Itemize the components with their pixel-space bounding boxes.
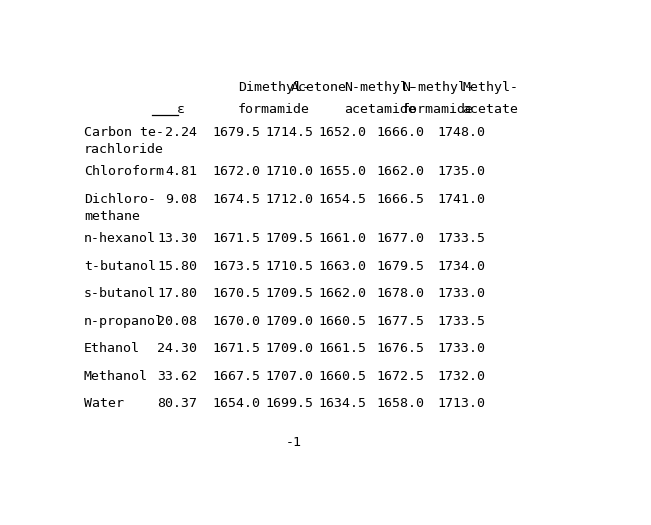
Text: 1733.5: 1733.5	[437, 233, 485, 245]
Text: 24.30: 24.30	[158, 342, 197, 355]
Text: 1667.5: 1667.5	[212, 370, 260, 383]
Text: 1666.0: 1666.0	[376, 125, 424, 139]
Text: 1662.0: 1662.0	[376, 165, 424, 178]
Text: 1732.0: 1732.0	[437, 370, 485, 383]
Text: 1673.5: 1673.5	[212, 260, 260, 273]
Text: 1661.5: 1661.5	[318, 342, 367, 355]
Text: n-hexanol: n-hexanol	[84, 233, 156, 245]
Text: 1734.0: 1734.0	[437, 260, 485, 273]
Text: 1672.0: 1672.0	[212, 165, 260, 178]
Text: 1672.5: 1672.5	[376, 370, 424, 383]
Text: 1714.5: 1714.5	[266, 125, 314, 139]
Text: 17.80: 17.80	[158, 287, 197, 300]
Text: 1679.5: 1679.5	[376, 260, 424, 273]
Text: 1710.5: 1710.5	[266, 260, 314, 273]
Text: 1654.5: 1654.5	[318, 193, 367, 206]
Text: 1699.5: 1699.5	[266, 397, 314, 411]
Text: 1652.0: 1652.0	[318, 125, 367, 139]
Text: 1658.0: 1658.0	[376, 397, 424, 411]
Text: 1735.0: 1735.0	[437, 165, 485, 178]
Text: 1733.0: 1733.0	[437, 342, 485, 355]
Text: 20.08: 20.08	[158, 315, 197, 328]
Text: 4.81: 4.81	[165, 165, 197, 178]
Text: 1662.0: 1662.0	[318, 287, 367, 300]
Text: 1679.5: 1679.5	[212, 125, 260, 139]
Text: 1678.0: 1678.0	[376, 287, 424, 300]
Text: 1677.0: 1677.0	[376, 233, 424, 245]
Text: Carbon te-
rachloride: Carbon te- rachloride	[84, 125, 164, 155]
Text: Ethanol: Ethanol	[84, 342, 140, 355]
Text: Methyl-: Methyl-	[462, 81, 518, 94]
Text: t-butanol: t-butanol	[84, 260, 156, 273]
Text: 1713.0: 1713.0	[437, 397, 485, 411]
Text: 1666.5: 1666.5	[376, 193, 424, 206]
Text: Acetone: Acetone	[291, 81, 347, 94]
Text: 1710.0: 1710.0	[266, 165, 314, 178]
Text: s-butanol: s-butanol	[84, 287, 156, 300]
Text: 9.08: 9.08	[165, 193, 197, 206]
Text: Chloroform: Chloroform	[84, 165, 164, 178]
Text: 1670.5: 1670.5	[212, 287, 260, 300]
Text: 1634.5: 1634.5	[318, 397, 367, 411]
Text: 33.62: 33.62	[158, 370, 197, 383]
Text: 1671.5: 1671.5	[212, 233, 260, 245]
Text: 1741.0: 1741.0	[437, 193, 485, 206]
Text: 1660.5: 1660.5	[318, 315, 367, 328]
Text: acetamide: acetamide	[344, 103, 416, 117]
Text: Methanol: Methanol	[84, 370, 148, 383]
Text: 1709.5: 1709.5	[266, 287, 314, 300]
Text: -1: -1	[285, 436, 301, 449]
Text: formamide: formamide	[238, 103, 310, 117]
Text: 1712.0: 1712.0	[266, 193, 314, 206]
Text: 15.80: 15.80	[158, 260, 197, 273]
Text: 1671.5: 1671.5	[212, 342, 260, 355]
Text: 1676.5: 1676.5	[376, 342, 424, 355]
Text: 2.24: 2.24	[165, 125, 197, 139]
Text: Water: Water	[84, 397, 124, 411]
Text: n-propanol: n-propanol	[84, 315, 164, 328]
Text: 1709.0: 1709.0	[266, 315, 314, 328]
Text: 1733.5: 1733.5	[437, 315, 485, 328]
Text: 1660.5: 1660.5	[318, 370, 367, 383]
Text: 1748.0: 1748.0	[437, 125, 485, 139]
Text: 1663.0: 1663.0	[318, 260, 367, 273]
Text: Dichloro-
methane: Dichloro- methane	[84, 193, 156, 223]
Text: 1733.0: 1733.0	[437, 287, 485, 300]
Text: N-methyl-: N-methyl-	[402, 81, 474, 94]
Text: 1677.5: 1677.5	[376, 315, 424, 328]
Text: 13.30: 13.30	[158, 233, 197, 245]
Text: 1707.0: 1707.0	[266, 370, 314, 383]
Text: 1674.5: 1674.5	[212, 193, 260, 206]
Text: Dimethyl-: Dimethyl-	[238, 81, 310, 94]
Text: N-methyl-: N-methyl-	[344, 81, 416, 94]
Text: 1670.0: 1670.0	[212, 315, 260, 328]
Text: 1709.5: 1709.5	[266, 233, 314, 245]
Text: acetate: acetate	[462, 103, 518, 117]
Text: 1654.0: 1654.0	[212, 397, 260, 411]
Text: 1661.0: 1661.0	[318, 233, 367, 245]
Text: ε: ε	[177, 103, 186, 117]
Text: formamide: formamide	[402, 103, 474, 117]
Text: 1655.0: 1655.0	[318, 165, 367, 178]
Text: 80.37: 80.37	[158, 397, 197, 411]
Text: 1709.0: 1709.0	[266, 342, 314, 355]
